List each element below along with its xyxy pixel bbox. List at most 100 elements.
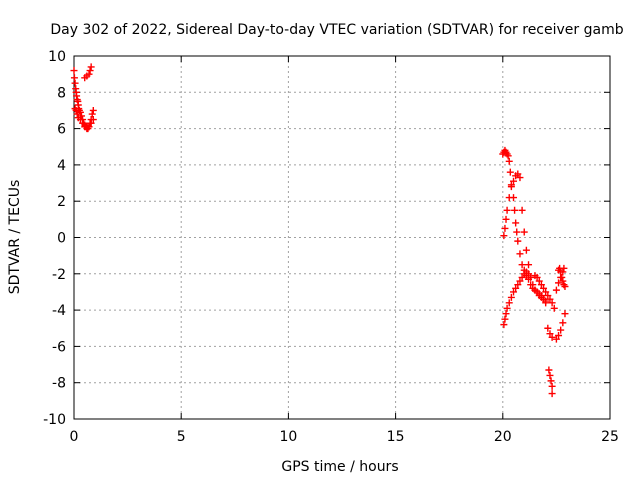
data-point xyxy=(550,304,558,312)
data-point xyxy=(512,219,520,227)
data-point xyxy=(525,270,533,278)
data-point xyxy=(516,174,524,182)
data-point xyxy=(502,215,510,223)
data-point xyxy=(503,206,511,214)
y-tick-label: -10 xyxy=(43,412,66,428)
data-point xyxy=(511,206,519,214)
data-point xyxy=(510,288,518,296)
data-point xyxy=(556,264,564,272)
data-point xyxy=(552,286,560,294)
data-point xyxy=(537,281,545,289)
x-tick-label: 5 xyxy=(177,429,186,445)
data-point xyxy=(514,170,522,178)
x-axis-label: GPS time / hours xyxy=(281,459,398,475)
y-tick-label: -8 xyxy=(52,376,66,392)
data-point xyxy=(558,273,566,281)
x-tick-label: 10 xyxy=(279,429,297,445)
data-point xyxy=(87,63,95,71)
data-point xyxy=(540,284,548,292)
y-tick-label: 0 xyxy=(57,231,66,247)
data-point xyxy=(513,228,521,236)
y-tick-label: -6 xyxy=(52,339,66,355)
y-tick-label: 8 xyxy=(57,85,66,101)
data-point xyxy=(557,268,565,276)
y-tick-label: 10 xyxy=(48,49,66,65)
grid-lines xyxy=(74,56,610,419)
data-point xyxy=(518,273,526,281)
data-point xyxy=(89,116,97,124)
data-point xyxy=(516,250,524,258)
x-tick-labels: 0 5 10 15 20 25 xyxy=(70,429,619,445)
data-point xyxy=(507,183,515,191)
y-tick-label: 6 xyxy=(57,122,66,138)
data-point xyxy=(501,224,509,232)
data-point xyxy=(505,299,513,307)
data-point xyxy=(76,116,84,124)
data-point xyxy=(501,315,509,323)
data-point xyxy=(548,333,556,341)
data-point xyxy=(85,123,93,131)
data-point xyxy=(533,273,541,281)
y-tick-labels: -10 -8 -6 -4 -2 0 2 4 6 8 10 xyxy=(43,49,66,428)
data-point xyxy=(525,261,533,269)
data-point xyxy=(70,67,78,75)
data-point xyxy=(518,206,526,214)
data-point xyxy=(89,106,97,114)
data-point xyxy=(559,319,567,327)
data-point xyxy=(88,110,96,118)
data-point xyxy=(503,304,511,312)
data-point xyxy=(548,299,556,307)
data-point xyxy=(72,106,80,114)
data-point xyxy=(542,297,550,305)
y-tick-label: 2 xyxy=(57,194,66,210)
data-point xyxy=(500,321,508,329)
data-point xyxy=(557,326,565,334)
data-point xyxy=(555,332,563,340)
data-marks xyxy=(70,63,569,398)
data-point xyxy=(547,377,555,385)
data-point xyxy=(87,119,95,127)
data-point xyxy=(559,277,567,285)
data-point xyxy=(73,110,81,118)
x-tick-label: 25 xyxy=(601,429,619,445)
data-point xyxy=(85,70,93,78)
y-tick-label: -2 xyxy=(52,267,66,283)
data-point xyxy=(514,237,522,245)
data-point xyxy=(548,382,556,390)
data-point xyxy=(548,390,556,398)
data-point xyxy=(533,288,541,296)
data-point xyxy=(529,281,537,289)
data-point xyxy=(546,330,554,338)
data-point xyxy=(502,310,510,318)
data-point xyxy=(535,277,543,285)
data-point xyxy=(561,310,569,318)
y-tick-label: 4 xyxy=(57,158,66,174)
data-point xyxy=(504,152,512,160)
data-point xyxy=(500,232,508,240)
data-point xyxy=(522,246,530,254)
data-point xyxy=(514,281,522,289)
x-tick-label: 20 xyxy=(494,429,512,445)
x-tick-label: 15 xyxy=(387,429,405,445)
y-axis-label: SDTVAR / TECUs xyxy=(7,180,23,295)
data-point xyxy=(507,293,515,301)
data-point xyxy=(546,371,554,379)
data-point xyxy=(512,284,520,292)
data-point xyxy=(505,194,513,202)
data-point xyxy=(555,279,563,287)
data-point xyxy=(79,119,87,127)
data-point xyxy=(518,261,526,269)
data-point xyxy=(516,277,524,285)
data-point xyxy=(544,292,552,300)
x-tick-label: 0 xyxy=(70,429,79,445)
data-point xyxy=(561,283,569,291)
data-point xyxy=(542,288,550,296)
chart-title: Day 302 of 2022, Sidereal Day-to-day VTE… xyxy=(50,22,623,38)
data-point xyxy=(510,177,518,185)
data-point xyxy=(545,366,553,374)
data-point xyxy=(520,228,528,236)
data-point xyxy=(505,157,513,165)
y-tick-label: -4 xyxy=(52,303,66,319)
data-point xyxy=(544,324,552,332)
